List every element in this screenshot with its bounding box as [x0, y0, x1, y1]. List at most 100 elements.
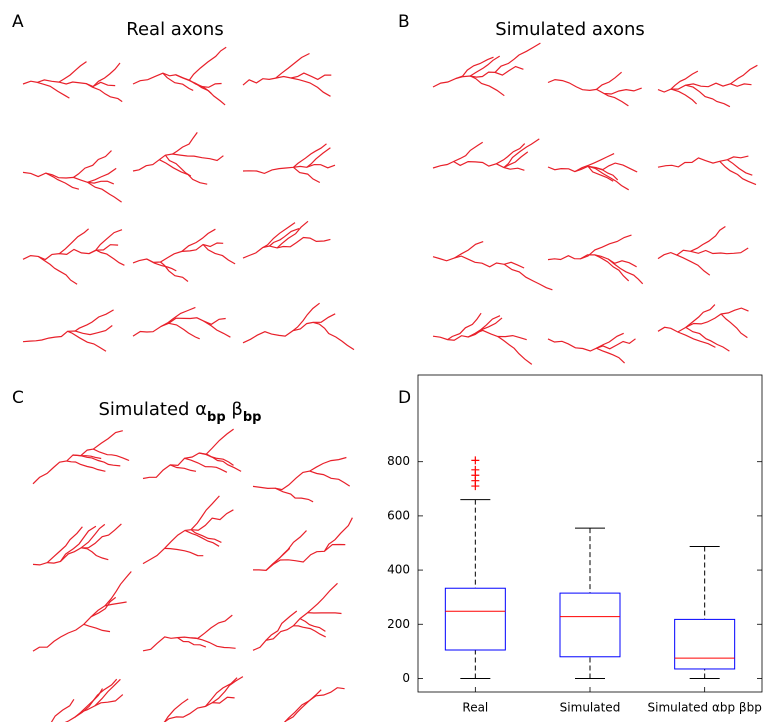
axon-drawing [657, 155, 757, 186]
axon-branch [497, 336, 533, 365]
axon-branch [175, 74, 212, 95]
axon-drawing [657, 225, 749, 276]
axon-branch [163, 698, 189, 722]
axon-branch [587, 165, 614, 182]
axon-branch [177, 637, 207, 648]
axon-branch [719, 160, 757, 186]
axon-branch [685, 326, 730, 352]
axon-trunk [432, 255, 525, 269]
axon-branch [685, 304, 716, 328]
axon-branch [594, 254, 630, 282]
axon-branch [160, 261, 189, 282]
axon-branch [93, 448, 130, 462]
axon-drawing [22, 61, 123, 103]
axon-branch [293, 143, 327, 168]
axon-drawing [163, 676, 244, 722]
axon-drawing [32, 571, 132, 652]
axon-trunk [142, 614, 233, 652]
axon-branch [66, 460, 106, 472]
axon-branch [720, 313, 748, 339]
panel-title: Simulated αbp βbp [98, 399, 261, 425]
axon-drawing [547, 332, 636, 364]
axon-branch [312, 321, 355, 351]
axon-drawing [252, 582, 342, 651]
panel-letter: D [398, 388, 411, 408]
axon-branch [188, 46, 227, 81]
axon-branch [670, 88, 698, 105]
axon-trunk [163, 696, 235, 722]
axon-branch [607, 258, 644, 285]
axon-branch [92, 62, 121, 87]
axon-branch [730, 64, 758, 85]
axon-branch [72, 454, 102, 460]
axon-branch [74, 309, 114, 332]
axon-branch [596, 347, 626, 364]
outlier [471, 456, 480, 465]
axon-branch [293, 166, 321, 184]
axon-branch [453, 241, 484, 259]
axon-trunk [22, 325, 113, 343]
box [444, 587, 506, 651]
axon-branch [469, 75, 505, 97]
axon-branch [685, 84, 731, 108]
axon-branch [190, 529, 222, 543]
axon-trunk [253, 543, 346, 572]
axon-branch [37, 255, 78, 285]
axon-branch [299, 618, 326, 632]
axon-branch [37, 81, 70, 99]
outlier [471, 465, 480, 474]
axon-drawing [242, 220, 331, 259]
axon-branch [81, 547, 109, 561]
box [674, 618, 736, 670]
title-part: Simulated α [98, 399, 207, 420]
axon-branch [172, 132, 198, 155]
axon-branch [265, 547, 291, 571]
axon-trunk [432, 160, 525, 171]
axon-branch [190, 637, 236, 649]
axon-branch [275, 52, 310, 79]
axon-branch [595, 166, 619, 181]
y-tick-label: 200 [387, 617, 410, 631]
axon-trunk [132, 242, 224, 264]
axon-trunk [64, 694, 124, 722]
axon-branch [603, 92, 629, 107]
axon-branch [596, 332, 624, 349]
axon-trunk [22, 79, 116, 88]
panel-title: Simulated axons [495, 19, 645, 40]
axon-branch [45, 172, 80, 190]
axon-drawing [50, 678, 124, 722]
axon-branch [596, 71, 622, 90]
axon-branch [80, 678, 118, 713]
axon-drawing [132, 228, 236, 282]
panel-letter: B [398, 12, 410, 32]
axon-trunk [283, 687, 345, 722]
axon-branch [292, 302, 320, 332]
axon-drawing [22, 150, 122, 203]
axon-branch [74, 688, 104, 718]
axon-branch [60, 525, 97, 562]
box [559, 592, 621, 658]
axon-drawing [32, 430, 130, 485]
axon-branch [503, 263, 553, 291]
axon-trunk [22, 171, 115, 185]
axon-drawing [242, 143, 336, 184]
axon-branch [203, 320, 231, 338]
axon-branch [676, 254, 711, 276]
axon-branch [50, 698, 75, 722]
axon-trunk [432, 65, 524, 88]
axon-trunk [657, 155, 749, 168]
axon-branch [104, 571, 132, 607]
axon-drawing [432, 138, 540, 171]
axon-branch [85, 83, 123, 103]
axon-trunk [142, 509, 234, 565]
axon-trunk [22, 244, 119, 261]
axon-trunk [32, 430, 123, 485]
axon-branch [307, 582, 338, 614]
axon-branch [503, 151, 529, 169]
axon-branch [190, 495, 220, 531]
axon-drawing [283, 687, 345, 722]
axon-branch [202, 244, 236, 265]
axon-branch [59, 228, 89, 255]
axon-trunk [32, 523, 122, 566]
